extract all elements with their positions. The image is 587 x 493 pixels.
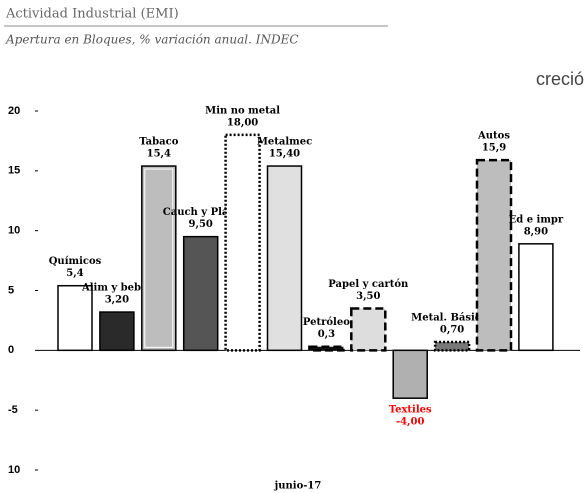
bar [392, 349, 428, 399]
category-label: Tabaco [139, 137, 179, 148]
subtitle: Apertura en Bloques, % variación anual. … [5, 33, 299, 47]
bar-inner-border [144, 168, 174, 348]
category-label: Químicos [49, 256, 102, 267]
category-label: Alim y bebid [81, 283, 152, 294]
value-label: 15,40 [269, 149, 300, 160]
value-label: 15,9 [482, 143, 506, 154]
value-label: 3,20 [105, 295, 129, 306]
category-label: Cauch y Plást [163, 207, 239, 218]
category-label: Petróleo [303, 317, 350, 328]
y-tick-label: 20 [8, 105, 20, 117]
y-tick-label: 5 [8, 284, 14, 296]
bar [350, 307, 387, 352]
value-label: 5,4 [66, 268, 83, 279]
bar [141, 165, 177, 352]
bar [57, 284, 93, 352]
bar [518, 243, 554, 352]
bar [266, 165, 303, 352]
y-tick-label: 10 [8, 225, 20, 237]
bar [433, 340, 471, 352]
value-label: 9,50 [189, 219, 213, 230]
category-label: Metalmec [257, 137, 312, 148]
value-label: 8,90 [524, 226, 548, 237]
bar [475, 158, 513, 352]
value-label: 0,3 [318, 329, 335, 340]
value-label: 18,00 [227, 117, 258, 128]
category-label: Textiles [389, 405, 432, 416]
value-label: 0,70 [440, 324, 464, 335]
bar [182, 235, 219, 352]
chart-title: Actividad Industrial (EMI) [5, 7, 179, 22]
y-tick-label: -5 [8, 404, 18, 416]
x-axis-label: junio-17 [274, 481, 322, 492]
value-label: -4,00 [396, 417, 425, 428]
category-label: Min no metal [205, 105, 280, 116]
y-tick-label: 10 [8, 464, 20, 476]
bar [224, 133, 261, 352]
category-label: Ed e impr [509, 214, 564, 225]
bar [308, 345, 345, 352]
value-label: 3,50 [356, 291, 380, 302]
y-tick-label: 0 [8, 344, 14, 356]
bar [99, 311, 135, 352]
value-label: 15,4 [147, 149, 171, 160]
annotation: creció [536, 69, 584, 89]
category-label: Autos [477, 131, 510, 142]
category-label: Papel y cartón [328, 279, 409, 290]
y-tick-label: 15 [8, 165, 20, 177]
category-label: Metal. Básicas [411, 312, 493, 323]
